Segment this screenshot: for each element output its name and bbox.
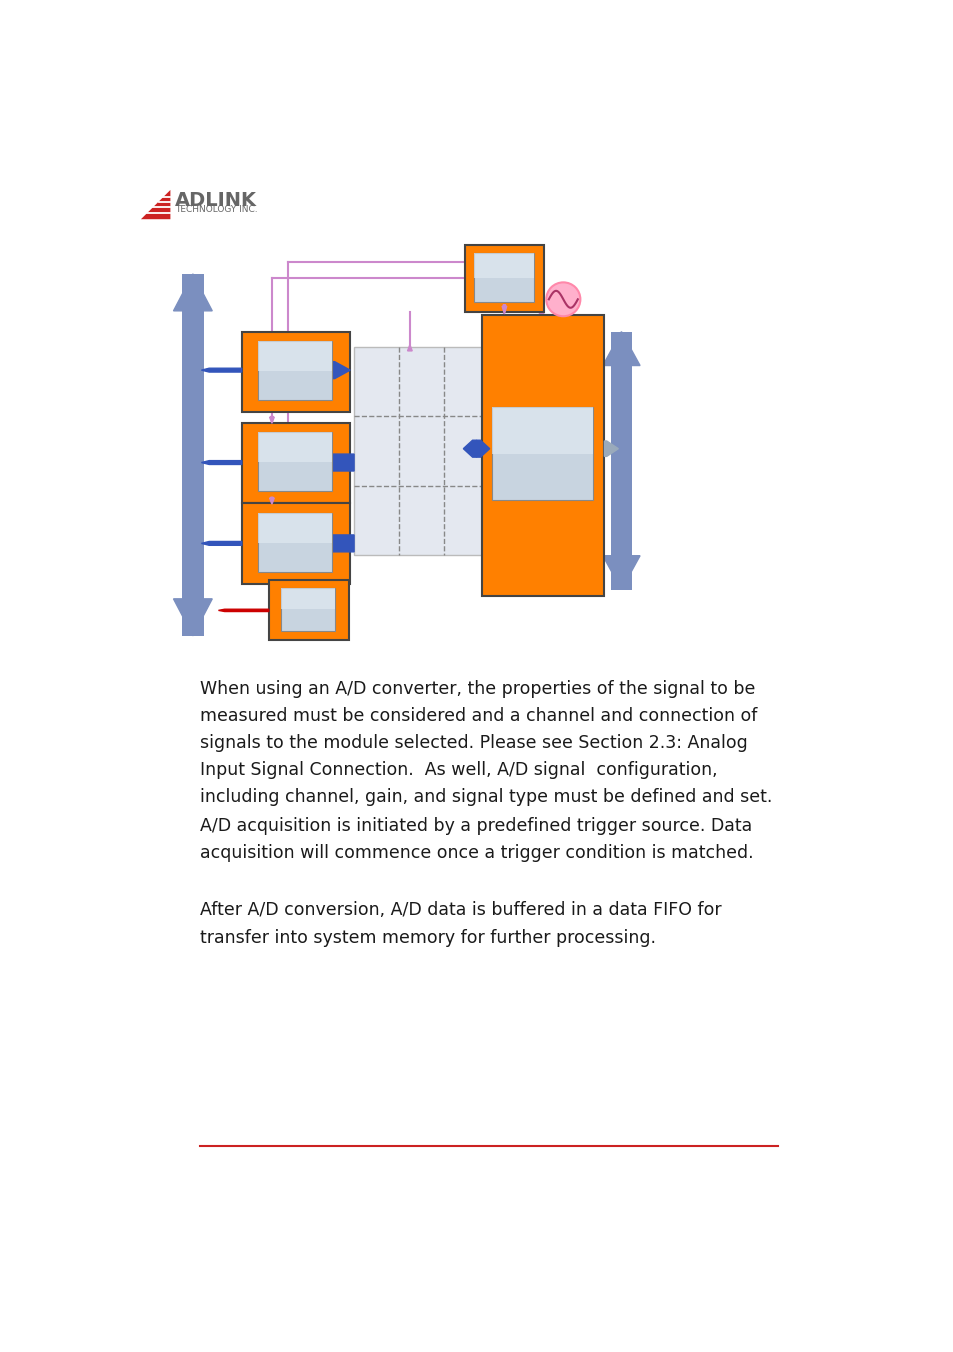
Text: After A/D conversion, A/D data is buffered in a data FIFO for
transfer into syst: After A/D conversion, A/D data is buffer… (199, 902, 720, 946)
FancyArrow shape (173, 274, 212, 311)
Bar (491, 407, 593, 500)
FancyArrow shape (201, 368, 241, 372)
FancyArrow shape (501, 304, 506, 314)
FancyArrow shape (604, 441, 618, 457)
FancyArrow shape (173, 599, 212, 635)
Bar (241, 503, 350, 584)
Bar (257, 433, 332, 491)
Circle shape (546, 283, 579, 316)
Bar (257, 341, 332, 400)
FancyArrow shape (309, 535, 354, 552)
Bar (464, 246, 543, 311)
FancyArrow shape (270, 498, 274, 504)
Bar (354, 347, 489, 554)
FancyArrow shape (201, 541, 241, 545)
Bar (474, 253, 534, 303)
Bar (257, 341, 332, 370)
Bar (611, 331, 631, 589)
Bar (481, 315, 604, 596)
FancyArrow shape (538, 308, 543, 314)
Bar (491, 407, 593, 454)
Text: A/D acquisition is initiated by a predefined trigger source. Data
acquisition wi: A/D acquisition is initiated by a predef… (199, 817, 753, 861)
FancyArrow shape (309, 454, 354, 470)
Bar (474, 253, 534, 279)
Text: When using an A/D converter, the properties of the signal to be
measured must be: When using an A/D converter, the propert… (199, 680, 771, 806)
Bar (269, 580, 348, 641)
Bar (241, 331, 350, 412)
Text: TECHNOLOGY INC.: TECHNOLOGY INC. (174, 206, 257, 215)
FancyArrow shape (218, 610, 269, 611)
FancyArrow shape (602, 556, 639, 589)
FancyArrow shape (407, 345, 412, 352)
Bar (241, 422, 350, 503)
FancyArrow shape (476, 441, 489, 457)
FancyArrow shape (270, 416, 274, 423)
Bar (257, 512, 332, 572)
FancyArrow shape (602, 331, 639, 365)
FancyArrow shape (305, 362, 350, 379)
Text: ADLINK: ADLINK (174, 192, 256, 211)
Bar (182, 274, 204, 635)
Bar (257, 433, 332, 462)
FancyArrow shape (201, 461, 241, 465)
Bar (280, 588, 335, 631)
Bar (257, 512, 332, 542)
FancyArrow shape (305, 541, 350, 545)
Polygon shape (141, 191, 171, 219)
Bar (280, 588, 335, 610)
FancyArrow shape (463, 441, 476, 457)
